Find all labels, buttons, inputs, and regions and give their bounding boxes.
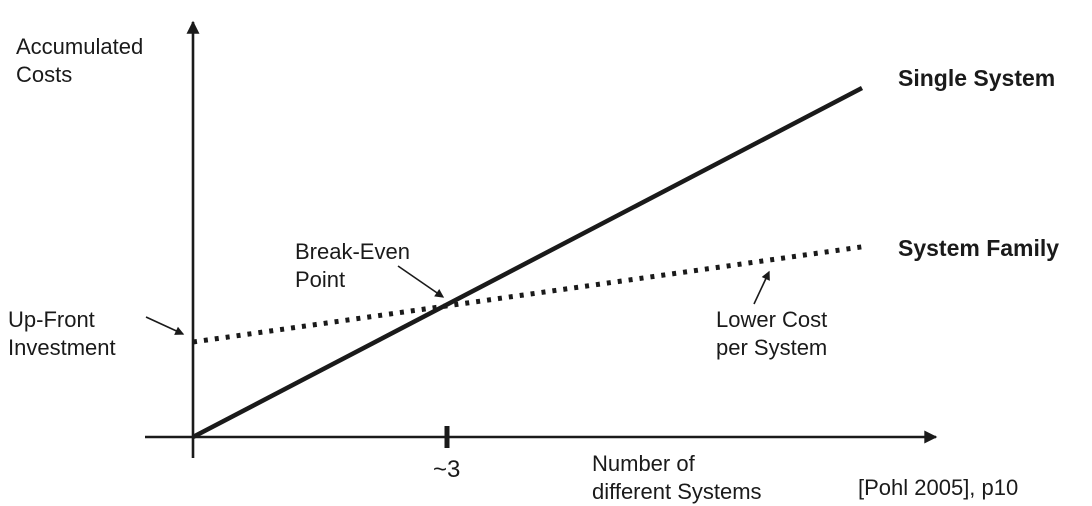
system-family-label: System Family [898,235,1060,261]
up-front-arrow [145,316,185,335]
lower-cost-arrow [753,270,770,305]
source-citation: [Pohl 2005], p10 [858,475,1019,500]
x-tick-label: ~3 [433,456,461,483]
y-axis-label: Accumulated Costs [16,34,144,87]
system-family-line [192,243,869,345]
x-axis-label: Number of different Systems [592,451,762,504]
single-system-label: Single System [898,65,1056,91]
up-front-investment-label: Up-Front Investment [8,307,116,360]
break-even-label: Break-Even Point [295,239,410,292]
lower-cost-label: Lower Cost per System [716,307,828,360]
break-even-arrow [397,265,445,298]
single-system-line [191,86,864,439]
